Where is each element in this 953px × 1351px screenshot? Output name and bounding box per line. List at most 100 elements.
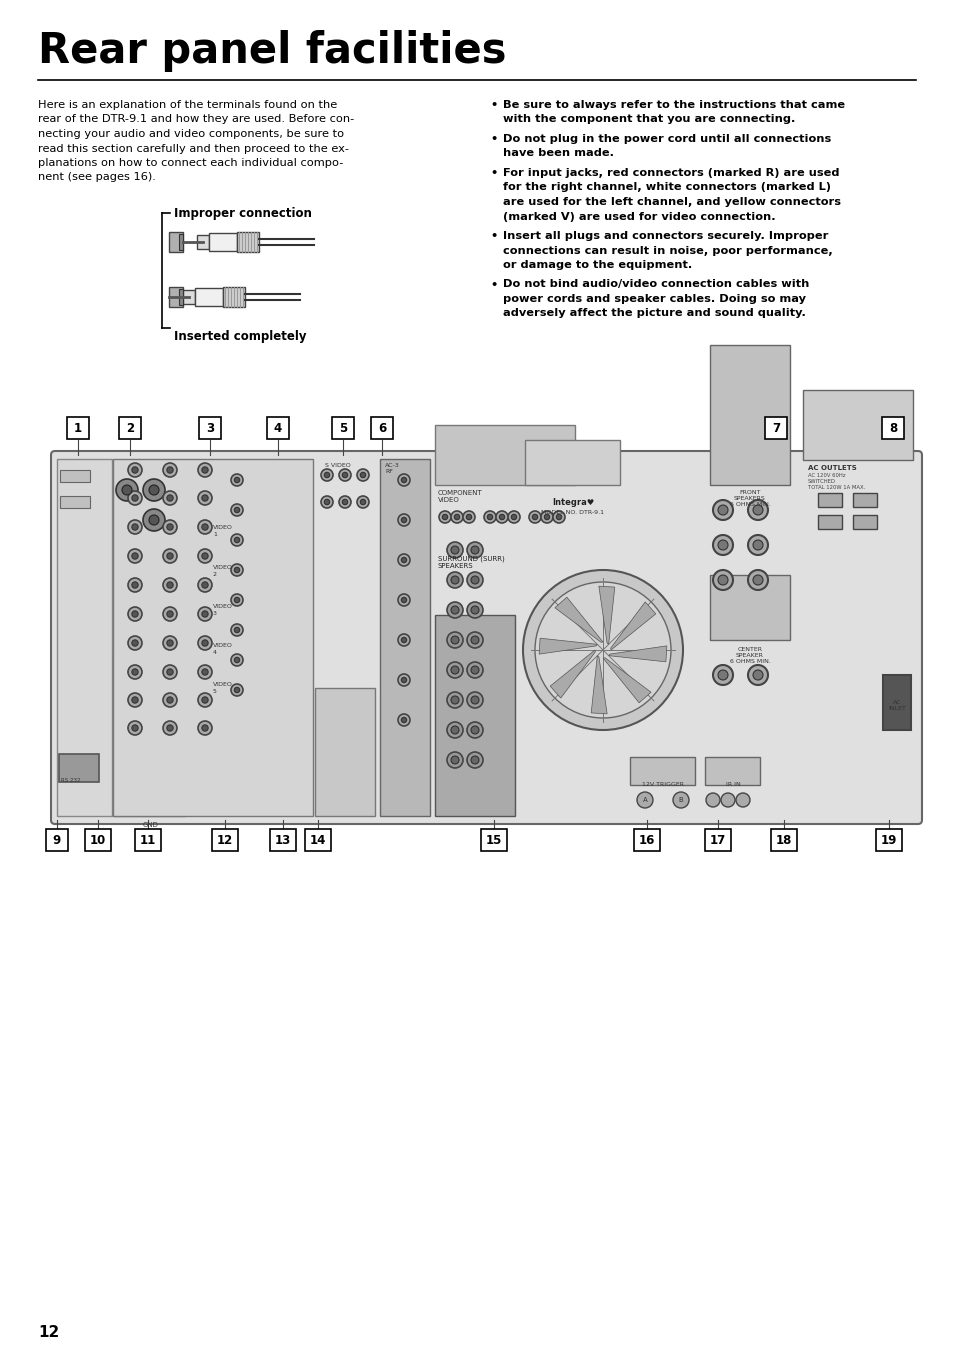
Circle shape bbox=[471, 546, 478, 554]
Circle shape bbox=[718, 540, 727, 550]
Bar bbox=[305, 830, 331, 851]
Circle shape bbox=[397, 713, 410, 725]
Text: •: • bbox=[490, 134, 497, 145]
Bar bbox=[704, 830, 730, 851]
Bar bbox=[223, 286, 245, 307]
Circle shape bbox=[496, 511, 507, 523]
Bar bbox=[179, 234, 183, 250]
Circle shape bbox=[234, 567, 239, 573]
Circle shape bbox=[234, 688, 239, 693]
Polygon shape bbox=[538, 638, 597, 654]
Circle shape bbox=[132, 553, 138, 559]
Circle shape bbox=[128, 693, 142, 707]
Text: 5: 5 bbox=[338, 422, 347, 435]
Bar bbox=[67, 417, 89, 439]
Polygon shape bbox=[608, 646, 666, 662]
Circle shape bbox=[202, 494, 208, 501]
Circle shape bbox=[234, 477, 239, 482]
Circle shape bbox=[132, 611, 138, 617]
Circle shape bbox=[718, 576, 727, 585]
Bar bbox=[236, 232, 258, 253]
Bar bbox=[817, 515, 841, 530]
Bar bbox=[332, 417, 354, 439]
Circle shape bbox=[234, 627, 239, 632]
Text: Here is an explanation of the terminals found on the: Here is an explanation of the terminals … bbox=[38, 100, 337, 109]
Text: VIDEO: VIDEO bbox=[213, 526, 233, 530]
Circle shape bbox=[447, 571, 462, 588]
Circle shape bbox=[360, 473, 365, 478]
Bar bbox=[882, 676, 910, 730]
Circle shape bbox=[467, 571, 482, 588]
Polygon shape bbox=[602, 658, 650, 703]
Circle shape bbox=[202, 697, 208, 703]
Circle shape bbox=[167, 669, 172, 676]
Bar bbox=[60, 470, 90, 482]
Circle shape bbox=[163, 520, 177, 534]
Circle shape bbox=[163, 693, 177, 707]
Text: 4: 4 bbox=[274, 422, 282, 435]
Circle shape bbox=[447, 692, 462, 708]
Circle shape bbox=[338, 469, 351, 481]
Circle shape bbox=[163, 463, 177, 477]
Circle shape bbox=[454, 515, 459, 520]
Text: 17: 17 bbox=[709, 834, 725, 847]
Text: 3: 3 bbox=[213, 611, 216, 616]
Text: GND: GND bbox=[143, 821, 159, 828]
FancyBboxPatch shape bbox=[51, 451, 921, 824]
Text: power cords and speaker cables. Doing so may: power cords and speaker cables. Doing so… bbox=[502, 295, 805, 304]
Circle shape bbox=[202, 467, 208, 473]
Text: 3: 3 bbox=[206, 422, 213, 435]
Circle shape bbox=[451, 511, 462, 523]
Circle shape bbox=[167, 611, 172, 617]
Circle shape bbox=[471, 666, 478, 674]
Circle shape bbox=[128, 636, 142, 650]
Text: S VIDEO: S VIDEO bbox=[325, 463, 351, 467]
Circle shape bbox=[471, 725, 478, 734]
Circle shape bbox=[163, 607, 177, 621]
Text: 16: 16 bbox=[639, 834, 655, 847]
Bar bbox=[199, 417, 221, 439]
Circle shape bbox=[231, 624, 243, 636]
Text: •: • bbox=[490, 168, 497, 178]
Circle shape bbox=[467, 692, 482, 708]
Circle shape bbox=[116, 480, 138, 501]
Bar bbox=[194, 288, 223, 305]
Bar bbox=[629, 757, 695, 785]
Text: Be sure to always refer to the instructions that came: Be sure to always refer to the instructi… bbox=[502, 100, 844, 109]
Circle shape bbox=[149, 485, 159, 494]
Circle shape bbox=[467, 603, 482, 617]
Circle shape bbox=[447, 603, 462, 617]
Circle shape bbox=[451, 696, 458, 704]
Circle shape bbox=[511, 515, 517, 520]
Bar bbox=[209, 232, 236, 251]
Circle shape bbox=[198, 578, 212, 592]
Circle shape bbox=[198, 463, 212, 477]
Text: Do not plug in the power cord until all connections: Do not plug in the power cord until all … bbox=[502, 134, 830, 145]
Circle shape bbox=[553, 511, 564, 523]
Circle shape bbox=[198, 549, 212, 563]
Text: 12: 12 bbox=[216, 834, 233, 847]
Circle shape bbox=[231, 504, 243, 516]
Polygon shape bbox=[598, 586, 614, 644]
Circle shape bbox=[122, 485, 132, 494]
Circle shape bbox=[132, 467, 138, 473]
Circle shape bbox=[167, 467, 172, 473]
Text: For input jacks, red connectors (marked R) are used: For input jacks, red connectors (marked … bbox=[502, 168, 839, 178]
Bar bbox=[135, 830, 161, 851]
Text: 19: 19 bbox=[880, 834, 896, 847]
Circle shape bbox=[529, 511, 540, 523]
Circle shape bbox=[163, 721, 177, 735]
Circle shape bbox=[198, 490, 212, 505]
Circle shape bbox=[752, 540, 762, 550]
Circle shape bbox=[128, 578, 142, 592]
Circle shape bbox=[712, 570, 732, 590]
Circle shape bbox=[143, 480, 165, 501]
Circle shape bbox=[202, 725, 208, 731]
Circle shape bbox=[128, 721, 142, 735]
Circle shape bbox=[132, 524, 138, 530]
Circle shape bbox=[234, 597, 239, 603]
Circle shape bbox=[451, 636, 458, 644]
Bar bbox=[704, 757, 760, 785]
Circle shape bbox=[202, 582, 208, 588]
Bar bbox=[46, 830, 68, 851]
